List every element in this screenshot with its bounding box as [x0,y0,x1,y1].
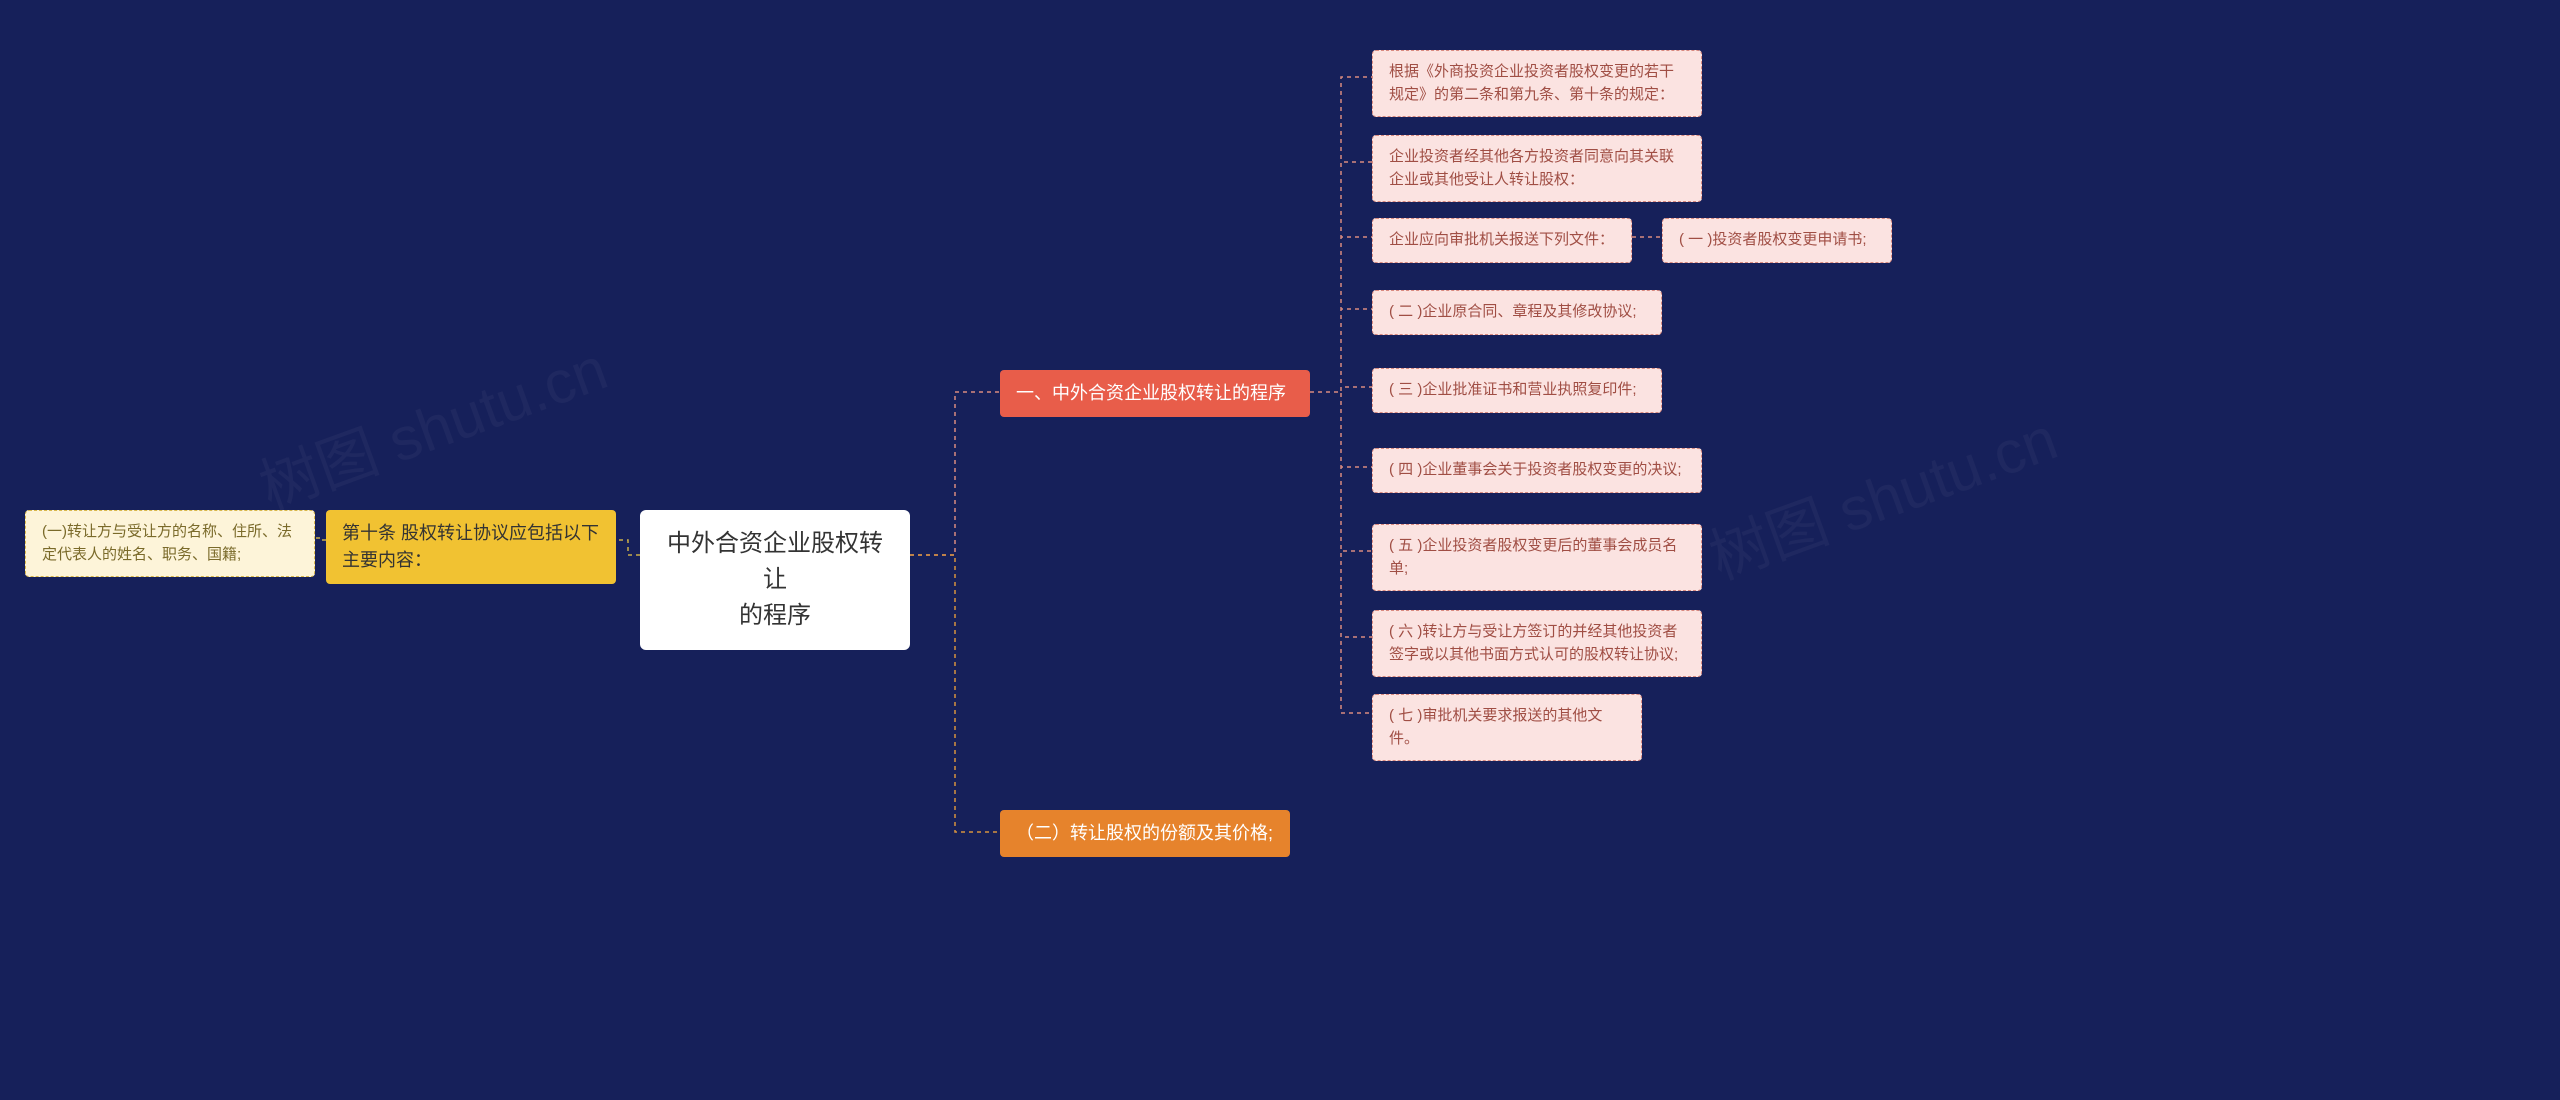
pink-item[interactable]: ( 七 )审批机关要求报送的其他文件。 [1372,694,1642,761]
watermark: 树图 shutu.cn [246,320,617,526]
pink-item[interactable]: ( 五 )企业投资者股权变更后的董事会成员名单; [1372,524,1702,591]
watermark: 树图 shutu.cn [1696,390,2067,596]
pink-item[interactable]: ( 四 )企业董事会关于投资者股权变更的决议; [1372,448,1702,493]
root-node[interactable]: 中外合资企业股权转让的程序 [640,510,910,650]
pink-item[interactable]: ( 三 )企业批准证书和营业执照复印件; [1372,368,1662,413]
pink-item[interactable]: 根据《外商投资企业投资者股权变更的若干规定》的第二条和第九条、第十条的规定： [1372,50,1702,117]
left-branch-node[interactable]: 第十条 股权转让协议应包括以下主要内容： [326,510,616,584]
pink-item[interactable]: 企业投资者经其他各方投资者同意向其关联企业或其他受让人转让股权： [1372,135,1702,202]
pink-item-child[interactable]: ( 一 )投资者股权变更申请书; [1662,218,1892,263]
pink-item[interactable]: 企业应向审批机关报送下列文件： [1372,218,1632,263]
pink-item[interactable]: ( 二 )企业原合同、章程及其修改协议; [1372,290,1662,335]
pink-item[interactable]: ( 六 )转让方与受让方签订的并经其他投资者签字或以其他书面方式认可的股权转让协… [1372,610,1702,677]
right-branch-1[interactable]: 一、中外合资企业股权转让的程序 [1000,370,1310,417]
left-branch-child[interactable]: (一)转让方与受让方的名称、住所、法定代表人的姓名、职务、国籍; [25,510,315,577]
right-branch-2[interactable]: （二）转让股权的份额及其价格; [1000,810,1290,857]
